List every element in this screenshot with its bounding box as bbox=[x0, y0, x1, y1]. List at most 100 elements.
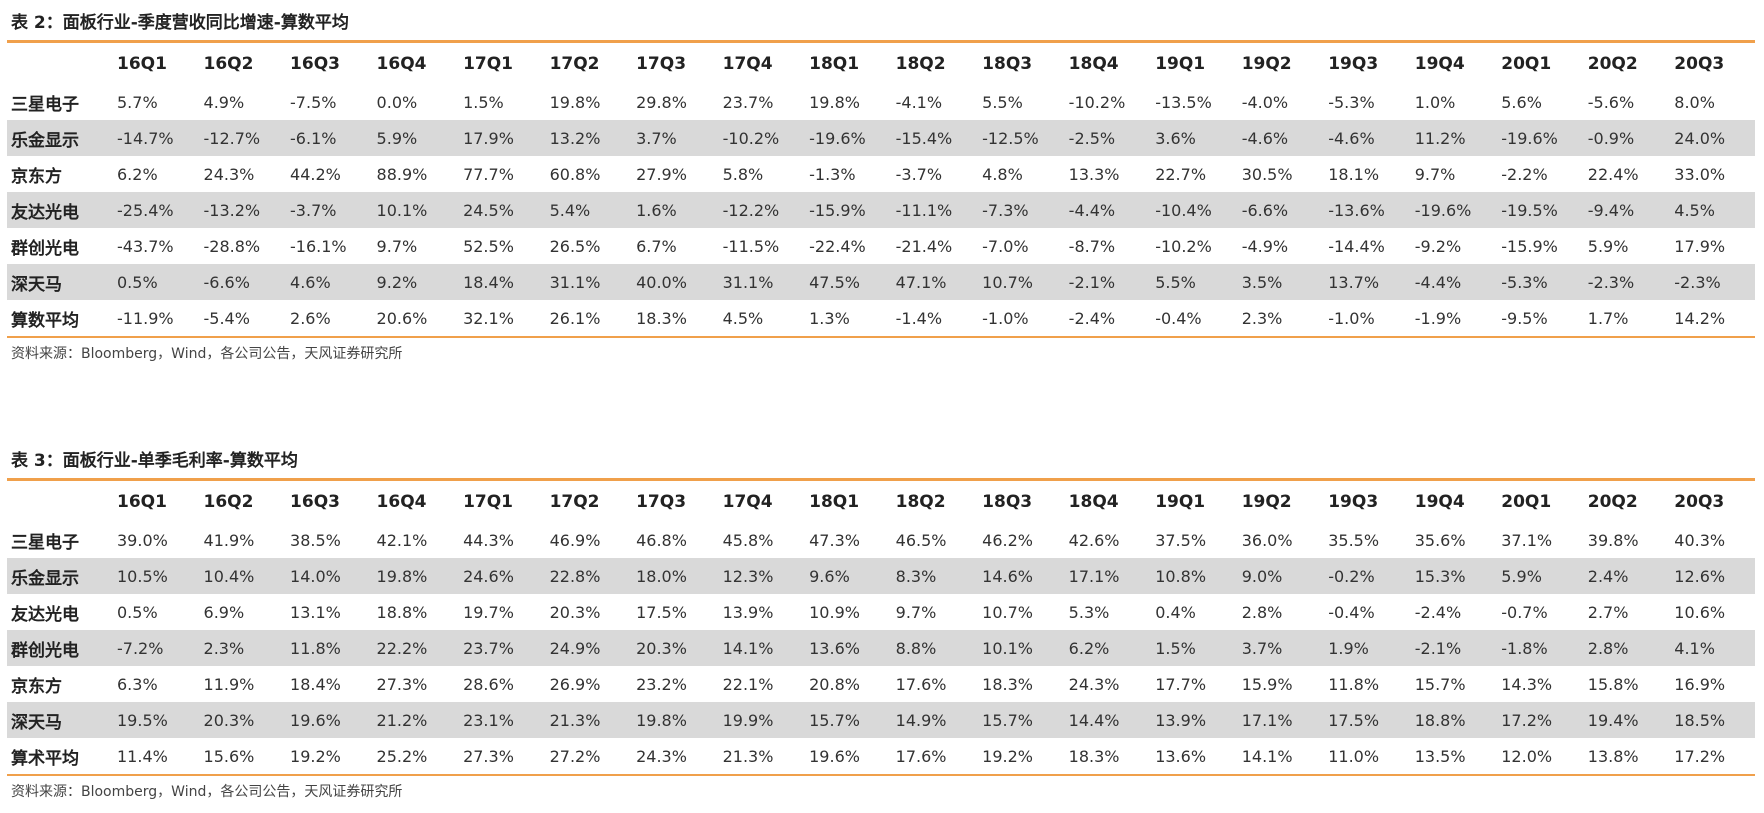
table-cell: 27.9% bbox=[636, 164, 687, 184]
column-header: 16Q3 bbox=[290, 491, 340, 512]
table-cell: 36.0% bbox=[1241, 530, 1293, 550]
table-cell: 22.4% bbox=[1587, 164, 1639, 184]
table-cell: 23.2% bbox=[636, 674, 687, 694]
column-header: 18Q3 bbox=[982, 491, 1033, 512]
table-cell: 15.7% bbox=[1414, 674, 1466, 694]
table-cell: -13.6% bbox=[1322, 192, 1409, 228]
column-header: 20Q1 bbox=[1501, 53, 1552, 74]
table-cell: 19.8% bbox=[809, 92, 860, 112]
row-label: 乐金显示 bbox=[7, 120, 111, 156]
table-cell: 21.3% bbox=[543, 702, 631, 738]
table-cell: -2.4% bbox=[1414, 602, 1462, 622]
table-cell: 18.8% bbox=[376, 602, 428, 622]
table-cell: 77.7% bbox=[463, 164, 514, 184]
column-header: 18Q1 bbox=[809, 491, 860, 512]
table-cell: -7.2% bbox=[111, 630, 198, 666]
row-label: 乐金显示 bbox=[7, 558, 111, 594]
table-cell: -9.4% bbox=[1581, 192, 1669, 228]
table-cell: 15.7% bbox=[976, 702, 1063, 738]
table-cell: 13.9% bbox=[1149, 702, 1236, 738]
table-cell: 24.3% bbox=[1068, 674, 1120, 694]
table-cell: 13.8% bbox=[1587, 746, 1639, 766]
table-cell: 22.8% bbox=[543, 558, 631, 594]
column-header: 19Q3 bbox=[1328, 491, 1379, 512]
table-row: 深天马 0.5% -6.6% 4.6% 9.2% 18.4% 31.1% 40.0% 31.1%… bbox=[7, 264, 1755, 300]
table-cell: 2.3% bbox=[197, 630, 285, 666]
table-cell: -12.7% bbox=[197, 120, 285, 156]
table-cell: 11.2% bbox=[1408, 120, 1496, 156]
row-label: 群创光电 bbox=[7, 630, 111, 666]
table-cell: -10.2% bbox=[716, 120, 804, 156]
table-cell: -1.0% bbox=[982, 308, 1029, 328]
table-cell: 15.7% bbox=[803, 702, 890, 738]
table-cell: 9.7% bbox=[376, 236, 418, 256]
table-cell: 1.5% bbox=[1149, 630, 1236, 666]
column-header: 16Q3 bbox=[290, 53, 340, 74]
table-cell: 16.9% bbox=[1674, 674, 1726, 694]
table-row: 三星电子 39.0% 41.9% 38.5% 42.1% 44.3% 46.9% 46.8% 4… bbox=[7, 522, 1755, 558]
table-cell: -21.4% bbox=[895, 236, 953, 256]
table-cell: 24.0% bbox=[1668, 120, 1755, 156]
table-cell: 23.7% bbox=[457, 630, 544, 666]
table-cell: 22.1% bbox=[722, 674, 774, 694]
column-header: 18Q3 bbox=[982, 53, 1033, 74]
table-cell: -43.7% bbox=[117, 236, 174, 256]
table-cell: -5.4% bbox=[203, 308, 250, 328]
table-cell: 17.6% bbox=[895, 746, 947, 766]
table-cell: 27.3% bbox=[463, 746, 514, 766]
table-cell: 19.8% bbox=[370, 558, 458, 594]
table-cell: 5.9% bbox=[1587, 236, 1629, 256]
table-cell: 26.1% bbox=[549, 308, 601, 328]
table-cell: 1.7% bbox=[1587, 308, 1629, 328]
header-corner bbox=[7, 43, 111, 84]
table-cell: 19.6% bbox=[809, 746, 860, 766]
table-cell: 19.9% bbox=[716, 702, 804, 738]
header-corner bbox=[7, 481, 111, 522]
table-cell: 24.3% bbox=[636, 746, 687, 766]
table-cell: 5.3% bbox=[1068, 602, 1110, 622]
table-cell: -2.3% bbox=[1581, 264, 1669, 300]
table-cell: 20.3% bbox=[197, 702, 285, 738]
table-cell: -11.1% bbox=[889, 192, 977, 228]
table-cell: 19.7% bbox=[463, 602, 514, 622]
table-cell: 15.6% bbox=[203, 746, 255, 766]
table-cell: 0.5% bbox=[111, 264, 198, 300]
table-cell: -19.6% bbox=[1495, 120, 1582, 156]
table-cell: 11.9% bbox=[203, 674, 255, 694]
table-row: 京东方 6.2% 24.3% 44.2% 88.9% 77.7% 60.8% 27.9% 5.8… bbox=[7, 156, 1755, 192]
table-cell: 20.3% bbox=[549, 602, 601, 622]
row-label: 京东方 bbox=[11, 676, 62, 697]
table-cell: 1.3% bbox=[809, 308, 850, 328]
table-cell: -2.2% bbox=[1501, 164, 1548, 184]
table-cell: 0.0% bbox=[376, 92, 418, 112]
table-cell: 37.1% bbox=[1501, 530, 1553, 550]
table-cell: 26.5% bbox=[549, 236, 601, 256]
table-cell: -4.9% bbox=[1241, 236, 1289, 256]
table-cell: 10.7% bbox=[982, 602, 1033, 622]
table-cell: 2.7% bbox=[1587, 602, 1629, 622]
table-cell: -11.9% bbox=[117, 308, 174, 328]
table-cell: 14.0% bbox=[284, 558, 371, 594]
table-cell: 5.5% bbox=[1149, 264, 1236, 300]
table-cell: 15.9% bbox=[1241, 674, 1293, 694]
row-label: 算术平均 bbox=[11, 748, 79, 769]
column-header: 16Q2 bbox=[203, 53, 254, 74]
table-cell: -5.3% bbox=[1328, 92, 1375, 112]
table-cell: 19.8% bbox=[630, 702, 717, 738]
table-cell: -12.2% bbox=[716, 192, 804, 228]
table-cell: -2.1% bbox=[1062, 264, 1150, 300]
table-cell: 40.0% bbox=[630, 264, 717, 300]
table-cell: 52.5% bbox=[463, 236, 514, 256]
table-cell: -1.0% bbox=[1328, 308, 1375, 328]
column-header: 16Q4 bbox=[376, 53, 427, 74]
table-cell: 3.7% bbox=[1235, 630, 1323, 666]
table-cell: -19.5% bbox=[1495, 192, 1582, 228]
table-cell: -5.6% bbox=[1587, 92, 1635, 112]
table-cell: 10.1% bbox=[370, 192, 458, 228]
table-cell: 2.4% bbox=[1581, 558, 1669, 594]
table-cell: 42.6% bbox=[1068, 530, 1120, 550]
table-cell: 5.7% bbox=[117, 92, 158, 112]
table-cell: 2.3% bbox=[1241, 308, 1283, 328]
table-cell: -4.6% bbox=[1235, 120, 1323, 156]
table-cell: 10.6% bbox=[1674, 602, 1726, 622]
